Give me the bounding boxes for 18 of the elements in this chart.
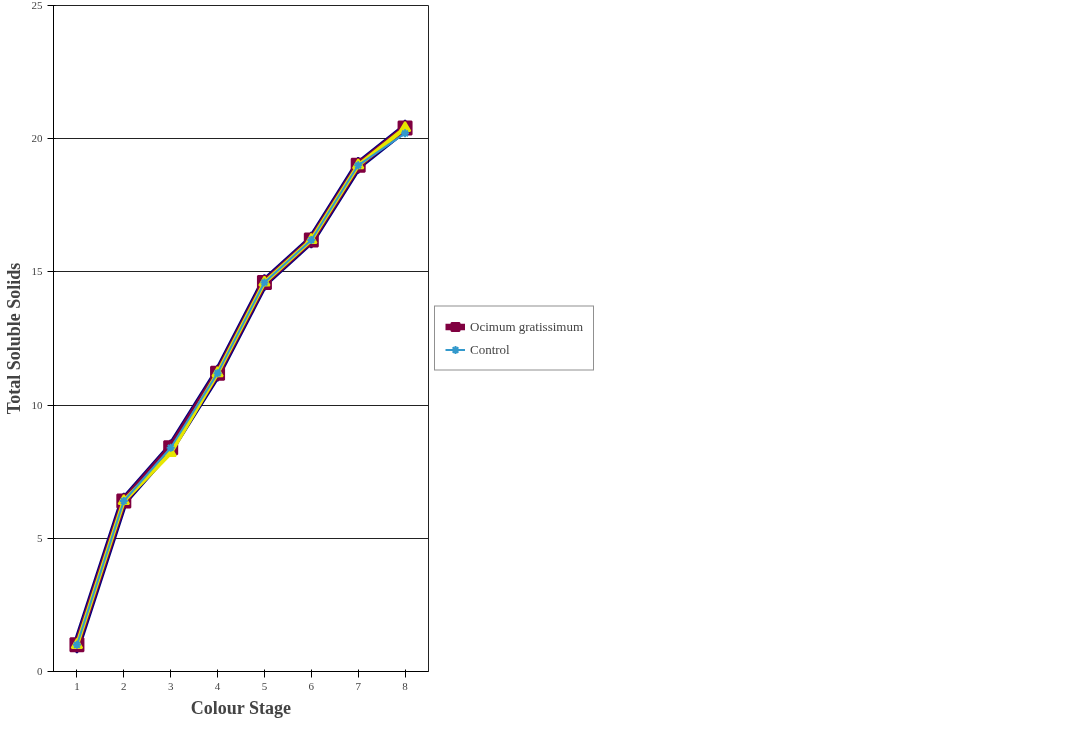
- x-tick-label: 7: [355, 679, 362, 692]
- y-tick-label: 15: [31, 265, 43, 278]
- y-axis-title: Total Soluble Solids: [3, 262, 24, 415]
- x-tick-label: 4: [214, 679, 221, 692]
- y-tick-label: 5: [37, 531, 43, 544]
- legend-label: Ocimum gratissimum: [470, 318, 584, 335]
- y-tick-label: 25: [31, 0, 43, 11]
- x-tick-label: 1: [74, 679, 80, 692]
- x-axis-title: Colour Stage: [190, 697, 291, 718]
- y-tick-label: 20: [31, 132, 43, 145]
- x-tick-label: 3: [167, 679, 174, 692]
- x-tick-label: 2: [121, 679, 127, 692]
- y-tick-label: 10: [31, 398, 43, 411]
- legend-label: Control: [470, 341, 510, 358]
- y-tick-label: 0: [37, 665, 43, 677]
- x-tick-label: 5: [261, 679, 268, 692]
- x-tick-label: 6: [308, 679, 315, 692]
- x-tick-label: 8: [402, 679, 409, 692]
